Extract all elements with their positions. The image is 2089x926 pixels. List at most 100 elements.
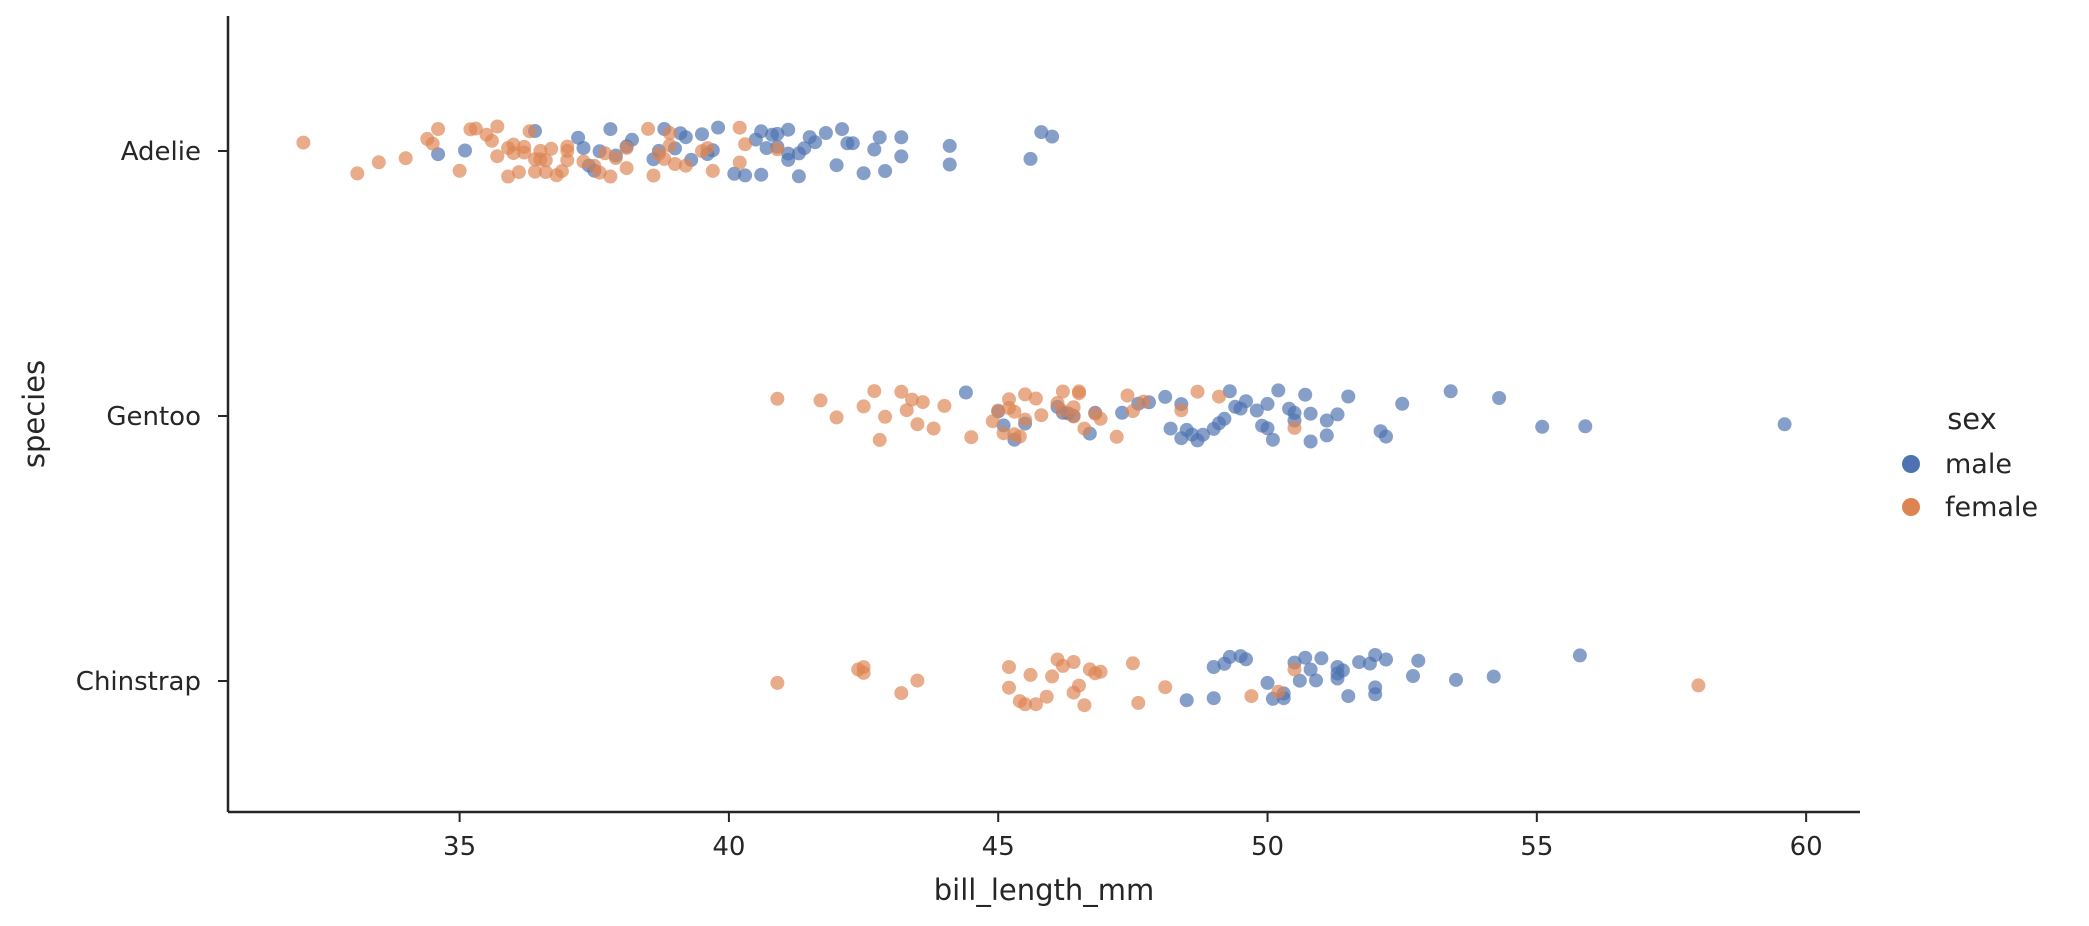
legend-marker-female [1902, 498, 1920, 516]
point-female-gentoo-94 [1125, 404, 1140, 419]
point-female-chinstrap-117 [1055, 658, 1070, 673]
point-female-chinstrap-105 [856, 660, 871, 675]
point-female-gentoo-101 [1055, 384, 1070, 399]
point-female-gentoo-86 [1066, 400, 1081, 415]
point-female-gentoo-95 [1136, 394, 1151, 409]
point-male-adelie-26 [754, 167, 769, 182]
point-male-adelie-38 [818, 126, 833, 140]
point-female-gentoo-65 [899, 403, 914, 418]
point-male-chinstrap-140 [1330, 671, 1345, 686]
point-male-chinstrap-111 [1206, 691, 1221, 706]
point-female-gentoo-74 [996, 426, 1011, 441]
point-male-gentoo-103 [1395, 396, 1410, 411]
point-male-adelie-33 [791, 169, 806, 184]
point-female-chinstrap-108 [1002, 660, 1016, 674]
point-male-adelie-37 [808, 135, 823, 150]
point-male-gentoo-96 [1303, 406, 1318, 421]
legend-title: sex [1947, 402, 1997, 436]
y-ticks: Adelie Gentoo Chinstrap [76, 137, 228, 697]
point-female-adelie-20 [522, 124, 537, 139]
point-male-adelie-1 [431, 147, 446, 162]
point-female-gentoo-82 [1034, 408, 1049, 423]
point-male-adelie-47 [894, 130, 909, 145]
legend-label-female: female [1945, 492, 2038, 523]
point-male-gentoo-56 [958, 385, 973, 400]
point-female-gentoo-62 [872, 432, 887, 447]
point-female-gentoo-72 [985, 414, 1000, 429]
point-male-adelie-3 [571, 130, 586, 145]
point-female-gentoo-69 [926, 421, 941, 436]
point-female-adelie-31 [576, 154, 591, 169]
point-male-gentoo-95 [1303, 434, 1318, 449]
point-female-gentoo-92 [1109, 429, 1124, 444]
point-female-chinstrap-125 [1125, 656, 1140, 671]
point-male-gentoo-84 [1239, 394, 1253, 409]
point-male-adelie-44 [872, 130, 887, 145]
point-female-gentoo-77 [1007, 404, 1022, 419]
y-axis-label: species [17, 360, 51, 468]
point-female-gentoo-64 [894, 384, 909, 399]
point-female-chinstrap-113 [1028, 697, 1043, 712]
point-female-chinstrap-120 [1072, 678, 1086, 693]
y-tick-label-adelie: Adelie [121, 137, 201, 167]
point-male-gentoo-88 [1260, 396, 1275, 411]
point-female-adelie-26 [544, 141, 559, 156]
point-female-gentoo-97 [1190, 384, 1205, 399]
point-female-adelie-40 [646, 168, 661, 183]
point-male-gentoo-87 [1260, 421, 1275, 436]
point-male-gentoo-105 [1492, 391, 1507, 405]
x-tick-label-60: 60 [1790, 832, 1823, 862]
point-male-gentoo-81 [1222, 384, 1237, 399]
point-female-gentoo-91 [1093, 411, 1108, 426]
point-female-chinstrap-112 [1023, 667, 1038, 682]
point-male-gentoo-107 [1578, 419, 1593, 434]
point-female-chinstrap-121 [1077, 698, 1092, 713]
point-male-adelie-46 [867, 142, 882, 157]
point-male-chinstrap-138 [1572, 648, 1587, 663]
point-female-chinstrap-118 [1066, 655, 1081, 669]
point-male-gentoo-77 [1195, 427, 1210, 442]
point-female-adelie-37 [619, 161, 634, 176]
point-male-adelie-52 [1034, 125, 1049, 140]
point-female-adelie-54 [528, 152, 542, 167]
point-male-chinstrap-109 [1179, 693, 1194, 708]
point-female-adelie-21 [528, 164, 542, 179]
point-male-adelie-41 [845, 136, 860, 151]
x-tick-label-40: 40 [712, 832, 745, 862]
point-male-gentoo-85 [1249, 403, 1264, 418]
point-female-adelie-17 [511, 165, 526, 180]
point-male-gentoo-76 [1174, 431, 1189, 446]
point-female-chinstrap-128 [1244, 689, 1259, 704]
point-male-adelie-32 [770, 126, 785, 141]
point-female-adelie-44 [668, 157, 682, 171]
point-female-gentoo-68 [915, 395, 930, 410]
point-female-chinstrap-130 [1287, 662, 1302, 677]
point-male-adelie-21 [711, 120, 726, 135]
point-female-adelie-43 [662, 138, 677, 153]
point-female-chinstrap-114 [1039, 689, 1054, 704]
point-male-chinstrap-120 [1292, 673, 1307, 688]
point-female-gentoo-96 [1174, 403, 1189, 418]
point-male-chinstrap-123 [1309, 673, 1323, 688]
point-male-chinstrap-110 [1206, 660, 1221, 674]
point-female-chinstrap-127 [1158, 680, 1173, 695]
point-female-chinstrap-111 [1018, 697, 1033, 712]
point-female-adelie-52 [770, 142, 785, 157]
legend: sex male female [1902, 402, 2038, 523]
point-female-gentoo-84 [1055, 403, 1070, 418]
point-female-gentoo-80 [1018, 387, 1033, 402]
point-male-adelie-0 [458, 143, 472, 158]
point-male-gentoo-102 [1379, 429, 1393, 444]
point-male-chinstrap-133 [1379, 652, 1393, 667]
point-male-adelie-31 [748, 132, 763, 147]
point-female-chinstrap-124 [1093, 664, 1108, 679]
point-male-gentoo-99 [1330, 407, 1345, 422]
point-male-gentoo-100 [1341, 389, 1356, 404]
point-male-chinstrap-134 [1406, 669, 1420, 683]
point-male-chinstrap-128 [1341, 689, 1356, 704]
point-male-gentoo-106 [1535, 419, 1550, 434]
point-female-gentoo-66 [905, 392, 919, 407]
point-female-gentoo-67 [910, 417, 925, 432]
point-male-gentoo-93 [1287, 405, 1302, 420]
point-male-adelie-25 [759, 141, 774, 156]
